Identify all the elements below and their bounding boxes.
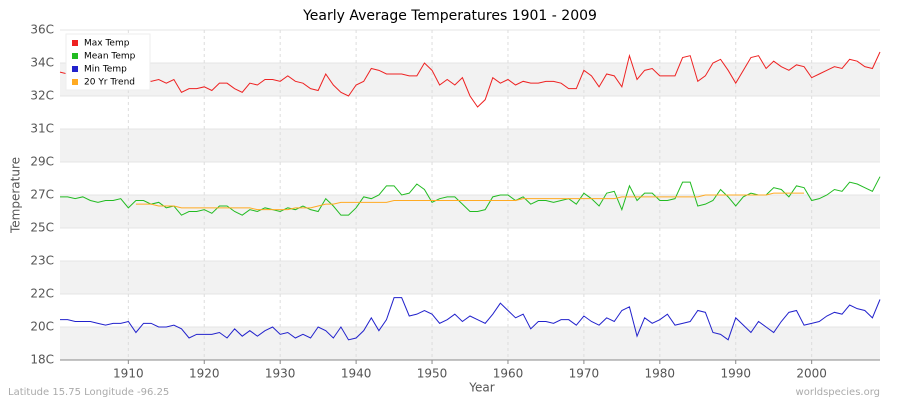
legend-box	[65, 33, 151, 91]
legend: Max Temp Mean Temp Min Temp 20 Yr Trend	[65, 33, 151, 91]
y-tick-label: 25C	[30, 221, 54, 235]
x-axis-label: Year	[468, 381, 494, 395]
band	[60, 129, 880, 162]
y-tick-label: 23C	[30, 254, 54, 268]
band	[60, 63, 880, 96]
y-tick-label: 34C	[30, 56, 54, 70]
chart-title: Yearly Average Temperatures 1901 - 2009	[302, 8, 597, 24]
y-tick-label: 36C	[30, 23, 54, 37]
y-tick-label: 27C	[30, 188, 54, 202]
legend-swatch	[72, 79, 78, 85]
legend-swatch	[72, 40, 78, 46]
y-tick-label: 18C	[30, 353, 54, 367]
legend-label: Mean Temp	[84, 52, 136, 62]
legend-swatch	[72, 53, 78, 59]
footer-right: worldspecies.org	[796, 387, 880, 398]
x-tick-label: 1920	[189, 367, 220, 381]
x-tick-label: 1990	[720, 367, 751, 381]
x-tick-label: 2000	[796, 367, 827, 381]
y-tick-label: 29C	[30, 155, 54, 169]
series-line	[59, 51, 881, 108]
x-tick-label: 1940	[341, 367, 372, 381]
legend-label: Min Temp	[84, 65, 127, 75]
x-tick-label: 1930	[265, 367, 296, 381]
x-tick-label: 1980	[645, 367, 676, 381]
x-tick-label: 1910	[113, 367, 144, 381]
y-tick-label: 31C	[30, 122, 54, 136]
footer-left: Latitude 15.75 Longitude -96.25	[8, 387, 169, 398]
series-line	[135, 192, 805, 211]
band	[60, 327, 880, 360]
x-tick-label: 1950	[417, 367, 448, 381]
y-tick-label: 22C	[30, 287, 54, 301]
x-tick-label: 1970	[569, 367, 600, 381]
series-line	[60, 176, 881, 216]
series-line	[60, 297, 881, 341]
band	[60, 261, 880, 294]
legend-label: 20 Yr Trend	[84, 78, 135, 88]
y-tick-label: 20C	[30, 320, 54, 334]
y-axis-label: Temperature	[9, 157, 23, 234]
legend-label: Max Temp	[84, 39, 130, 49]
grid	[60, 29, 880, 361]
y-tick-label: 32C	[30, 89, 54, 103]
x-tick-label: 1960	[493, 367, 524, 381]
legend-swatch	[72, 66, 78, 72]
